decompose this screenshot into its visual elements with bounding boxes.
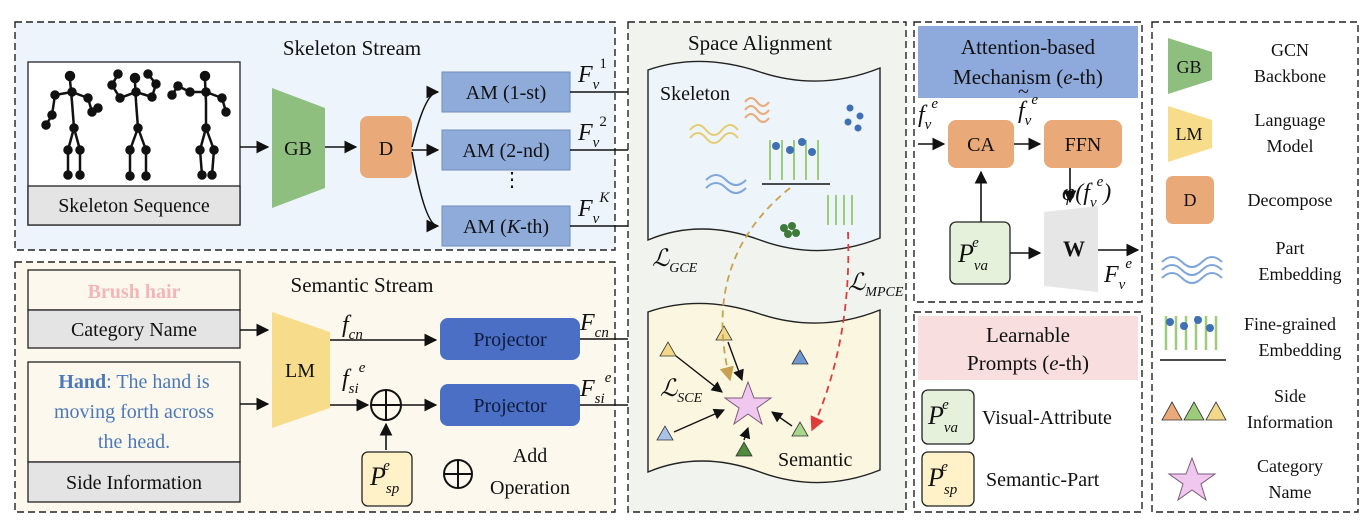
- legend-panel: GB GCN Backbone LM Language Model D Deco…: [1151, 21, 1359, 513]
- am-label-k: AM (K-th): [463, 216, 549, 238]
- legend-gcn-1: GCN: [1271, 40, 1309, 60]
- lm-label: LM: [285, 360, 315, 382]
- attention-panel: Attention-based Mechanism (e-th) fve CA …: [913, 21, 1143, 303]
- add-label-2: Operation: [490, 477, 570, 499]
- space-alignment-title: Space Alignment: [688, 31, 832, 55]
- add-operation-legend-symbol: [443, 459, 473, 489]
- semantic-stream-title: Semantic Stream: [291, 273, 434, 297]
- category-name-star: [723, 380, 773, 426]
- am-ellipsis: ⋮: [502, 169, 522, 191]
- lm-shape: [272, 312, 330, 428]
- legend-part-2: Embedding: [1259, 264, 1342, 284]
- p-sp-prompt: [361, 451, 413, 507]
- legend-cat-2: Name: [1269, 482, 1312, 502]
- projector-box-2: [440, 384, 580, 426]
- side-info-line-1: Hand: The hand is: [58, 371, 210, 393]
- ffn-box: [1044, 120, 1122, 168]
- prompts-title-1: Learnable: [986, 323, 1070, 347]
- skeleton-figures: [41, 69, 231, 181]
- skeleton-sequence-label: Skeleton Sequence: [58, 195, 210, 217]
- am-label-2: AM (2-nd): [462, 140, 549, 162]
- semantic-space: [647, 302, 881, 484]
- legend-gb-label: GB: [1176, 57, 1201, 77]
- legend-decompose: Decompose: [1248, 190, 1333, 210]
- legend-fine-grained-icon: [1160, 316, 1226, 361]
- attn-tilde-mark: ~: [1018, 81, 1029, 103]
- p-sp-legend: [921, 451, 975, 507]
- legend-category-star: [1167, 456, 1217, 502]
- prompts-panel: Learnable Prompts (e-th) Pvae Visual-Att…: [913, 311, 1143, 513]
- legend-part-1: Part: [1276, 238, 1305, 258]
- legend-d-shape: [1166, 176, 1214, 224]
- w-label: W: [1063, 236, 1085, 261]
- ffn-label: FFN: [1065, 134, 1102, 156]
- side-information-triangles: [656, 325, 809, 457]
- skeleton-stream-title: Skeleton Stream: [283, 36, 421, 60]
- example-category: Brush hair: [88, 281, 181, 303]
- skeleton-stream-panel: Skeleton Stream Skeleton Sequence: [14, 21, 642, 251]
- skeleton-space-label: Skeleton: [660, 83, 730, 105]
- ca-box: [948, 120, 1014, 168]
- side-info-bold: Hand: [58, 371, 106, 393]
- legend-part-embedding-icon: [1161, 256, 1223, 284]
- legend-lm-label: LM: [1176, 124, 1203, 144]
- fine-grained-embedding-dots: [772, 104, 864, 156]
- side-information-label: Side Information: [66, 472, 202, 494]
- legend-fine-2: Embedding: [1259, 340, 1342, 360]
- semantic-stream-panel: Semantic Stream Brush hair Category Name…: [14, 261, 642, 513]
- ca-label: CA: [967, 134, 995, 156]
- visual-attribute-label: Visual-Attribute: [982, 407, 1112, 429]
- p-va-legend: [921, 389, 975, 445]
- projector-box-1: [440, 318, 580, 360]
- legend-language-1: Language: [1255, 110, 1326, 130]
- green-cluster: [780, 222, 800, 238]
- part-embedding-glyphs: [689, 97, 853, 225]
- skeleton-space: [647, 60, 881, 252]
- w-shape: [1044, 206, 1098, 292]
- legend-side-2: Information: [1247, 412, 1333, 432]
- attention-title-1: Attention-based: [961, 35, 1096, 59]
- semantic-space-label: Semantic: [778, 449, 853, 471]
- projector-label-1: Projector: [473, 329, 547, 351]
- legend-fine-1: Fine-grained: [1244, 314, 1336, 334]
- skeleton-figure-1: [41, 70, 103, 180]
- skeleton-figure-2: [107, 69, 161, 181]
- am-box-1: [441, 71, 571, 113]
- add-label-1: Add: [513, 445, 547, 467]
- attn-phi: φ(fve): [1062, 174, 1111, 211]
- category-name-label: Category Name: [71, 319, 197, 341]
- semantic-part-label: Semantic-Part: [986, 469, 1100, 491]
- decompose-box: [360, 116, 412, 178]
- legend-gb-shape: [1168, 38, 1212, 94]
- legend-cat-1: Category: [1257, 456, 1323, 476]
- side-info-line1-rest: : The hand is: [106, 371, 210, 393]
- legend-language-2: Model: [1267, 136, 1314, 156]
- legend-side-info-triangles: [1161, 401, 1227, 421]
- am-label-1: AM (1-st): [466, 82, 547, 104]
- gb-backbone-shape: [272, 88, 325, 208]
- side-info-line-3: the head.: [98, 431, 170, 453]
- skeleton-figure-3: [167, 70, 231, 180]
- legend-side-1: Side: [1274, 386, 1306, 406]
- gb-label: GB: [284, 138, 312, 160]
- projector-label-2: Projector: [473, 395, 547, 417]
- legend-lm-shape: [1168, 106, 1212, 162]
- add-operation-symbol: [370, 389, 402, 421]
- prompts-title-2: Prompts (e-th): [967, 351, 1089, 375]
- side-info-line-2: moving forth across: [54, 401, 214, 423]
- am-box-2: [441, 129, 571, 171]
- d-label: D: [379, 138, 393, 160]
- legend-gcn-2: Backbone: [1254, 66, 1326, 86]
- space-alignment-panel: Space Alignment Skeleton Semantic: [627, 21, 907, 513]
- legend-d-label: D: [1184, 190, 1197, 210]
- attention-title-2: Mechanism (e-th): [953, 65, 1103, 89]
